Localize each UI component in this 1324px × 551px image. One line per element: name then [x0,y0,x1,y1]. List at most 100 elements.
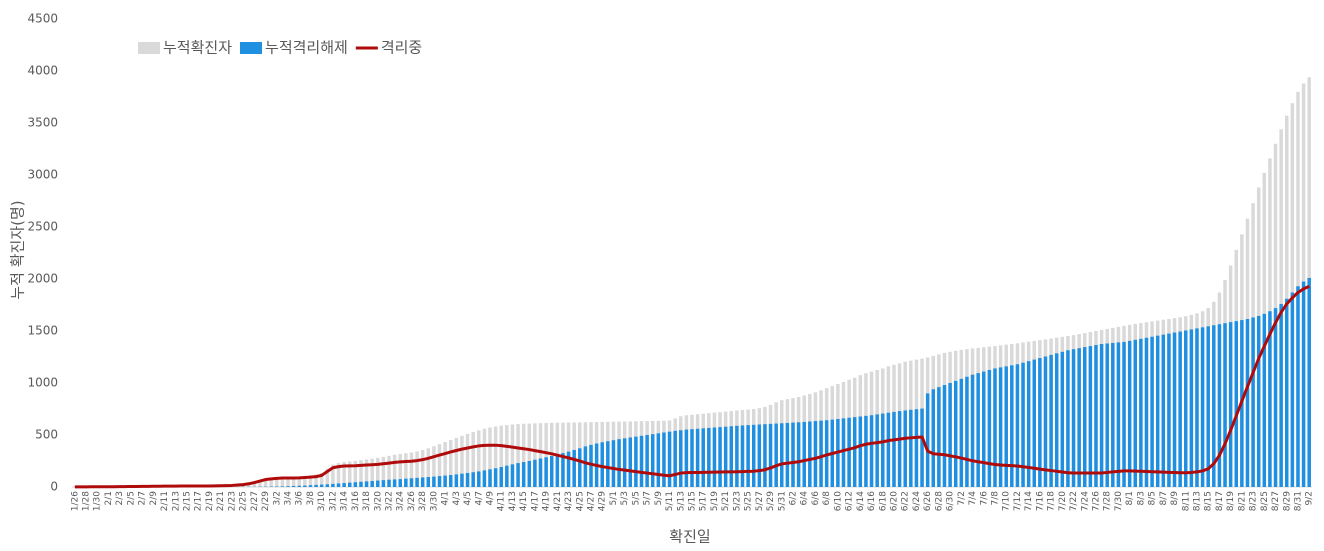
x-tick-label: 8/15 [1204,491,1214,511]
x-tick-label: 8/13 [1192,491,1202,511]
legend-swatch [138,42,160,54]
bar [499,467,502,487]
legend-label: 격리중 [381,39,422,57]
bar [741,425,744,487]
bar [393,479,396,487]
bar [477,471,480,487]
bar [511,464,514,487]
bar [1145,338,1148,487]
bar [1066,350,1069,487]
x-tick-label: 5/31 [777,491,787,511]
x-tick-label: 2/15 [183,491,193,511]
bar [342,483,345,487]
bar [516,463,519,487]
bar [870,415,873,487]
x-tick-label: 4/25 [575,491,585,511]
x-tick-label: 2/21 [216,491,226,511]
bar [1291,293,1294,487]
bar [976,373,979,487]
bar [690,429,693,487]
bar [348,483,351,487]
bar [1190,329,1193,487]
bar [1184,330,1187,487]
x-tick-label: 7/14 [1024,491,1034,511]
bar [988,370,991,487]
x-tick-label: 7/22 [1069,491,1079,511]
bar [673,431,676,487]
x-tick-label: 1/26 [70,491,80,511]
bar [1100,344,1103,487]
bar [320,485,323,487]
bar [326,484,329,487]
x-tick-label: 5/5 [631,491,641,505]
bar [802,422,805,487]
bar [471,472,474,487]
x-tick-label: 2/1 [104,491,114,505]
bar [1077,348,1080,487]
x-tick-label: 8/19 [1226,491,1236,511]
x-tick-label: 3/12 [328,491,338,511]
x-tick-label: 7/18 [1047,491,1057,511]
bar [286,486,289,487]
x-tick-label: 8/21 [1237,491,1247,511]
bar [898,411,901,487]
bar [718,427,721,487]
bar [1195,328,1198,487]
bar [903,410,906,487]
x-tick-label: 2/29 [261,491,271,511]
bar [864,416,867,487]
bar [1156,336,1159,487]
x-tick-label: 6/2 [788,491,798,505]
bar [365,481,368,487]
x-tick-label: 7/2 [957,491,967,505]
x-tick-label: 6/12 [845,491,855,511]
bar [1134,340,1137,487]
bar [707,428,710,487]
x-tick-label: 3/22 [385,491,395,511]
bar [887,413,890,487]
bar [1089,346,1092,487]
x-tick-label: 3/16 [351,491,361,511]
x-tick-label: 7/10 [1002,491,1012,511]
x-tick-label: 3/2 [272,491,282,505]
bar [769,424,772,487]
x-tick-label: 8/9 [1170,491,1180,506]
x-tick-label: 2/7 [138,491,148,505]
y-tick-label: 500 [35,428,58,442]
bar [640,436,643,487]
x-tick-label: 5/11 [665,491,675,511]
y-axis-title: 누적 확진자(명) [9,200,27,299]
x-tick-label: 4/7 [474,491,484,505]
bar [859,416,862,487]
bar [1072,349,1075,487]
bar [1218,324,1221,487]
bar [1246,319,1249,487]
bar [281,486,284,487]
x-tick-label: 6/14 [856,491,866,511]
x-tick-label: 5/29 [766,491,776,511]
x-tick-label: 5/9 [654,491,664,506]
x-tick-label: 3/26 [407,491,417,511]
x-tick-label: 4/21 [553,491,563,511]
bar [387,480,390,487]
bar [662,433,665,487]
bar [915,409,918,487]
legend-swatch [240,42,262,54]
x-tick-label: 6/18 [878,491,888,511]
bar [1257,316,1260,487]
bar [881,414,884,487]
x-tick-label: 5/15 [688,491,698,511]
x-tick-label: 4/13 [508,491,518,511]
bar [1061,352,1064,487]
x-tick-label: 4/23 [564,491,574,511]
bar [808,421,811,487]
x-tick-label: 4/29 [598,491,608,511]
bar [427,477,430,487]
bar [999,367,1002,487]
x-tick-label: 8/25 [1260,491,1270,511]
bar [701,428,704,487]
bar [926,393,929,487]
x-tick-label: 5/23 [732,491,742,511]
bar [1055,353,1058,487]
bar [842,418,845,487]
